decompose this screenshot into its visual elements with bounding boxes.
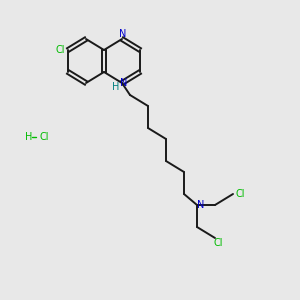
Text: N: N [119, 29, 127, 39]
Text: Cl: Cl [213, 238, 223, 248]
Text: Cl: Cl [235, 189, 245, 199]
Text: H: H [112, 82, 120, 92]
Text: Cl: Cl [55, 45, 65, 55]
Text: Cl: Cl [40, 132, 50, 142]
Text: N: N [120, 78, 128, 88]
Text: H: H [25, 132, 32, 142]
Text: N: N [197, 200, 205, 210]
